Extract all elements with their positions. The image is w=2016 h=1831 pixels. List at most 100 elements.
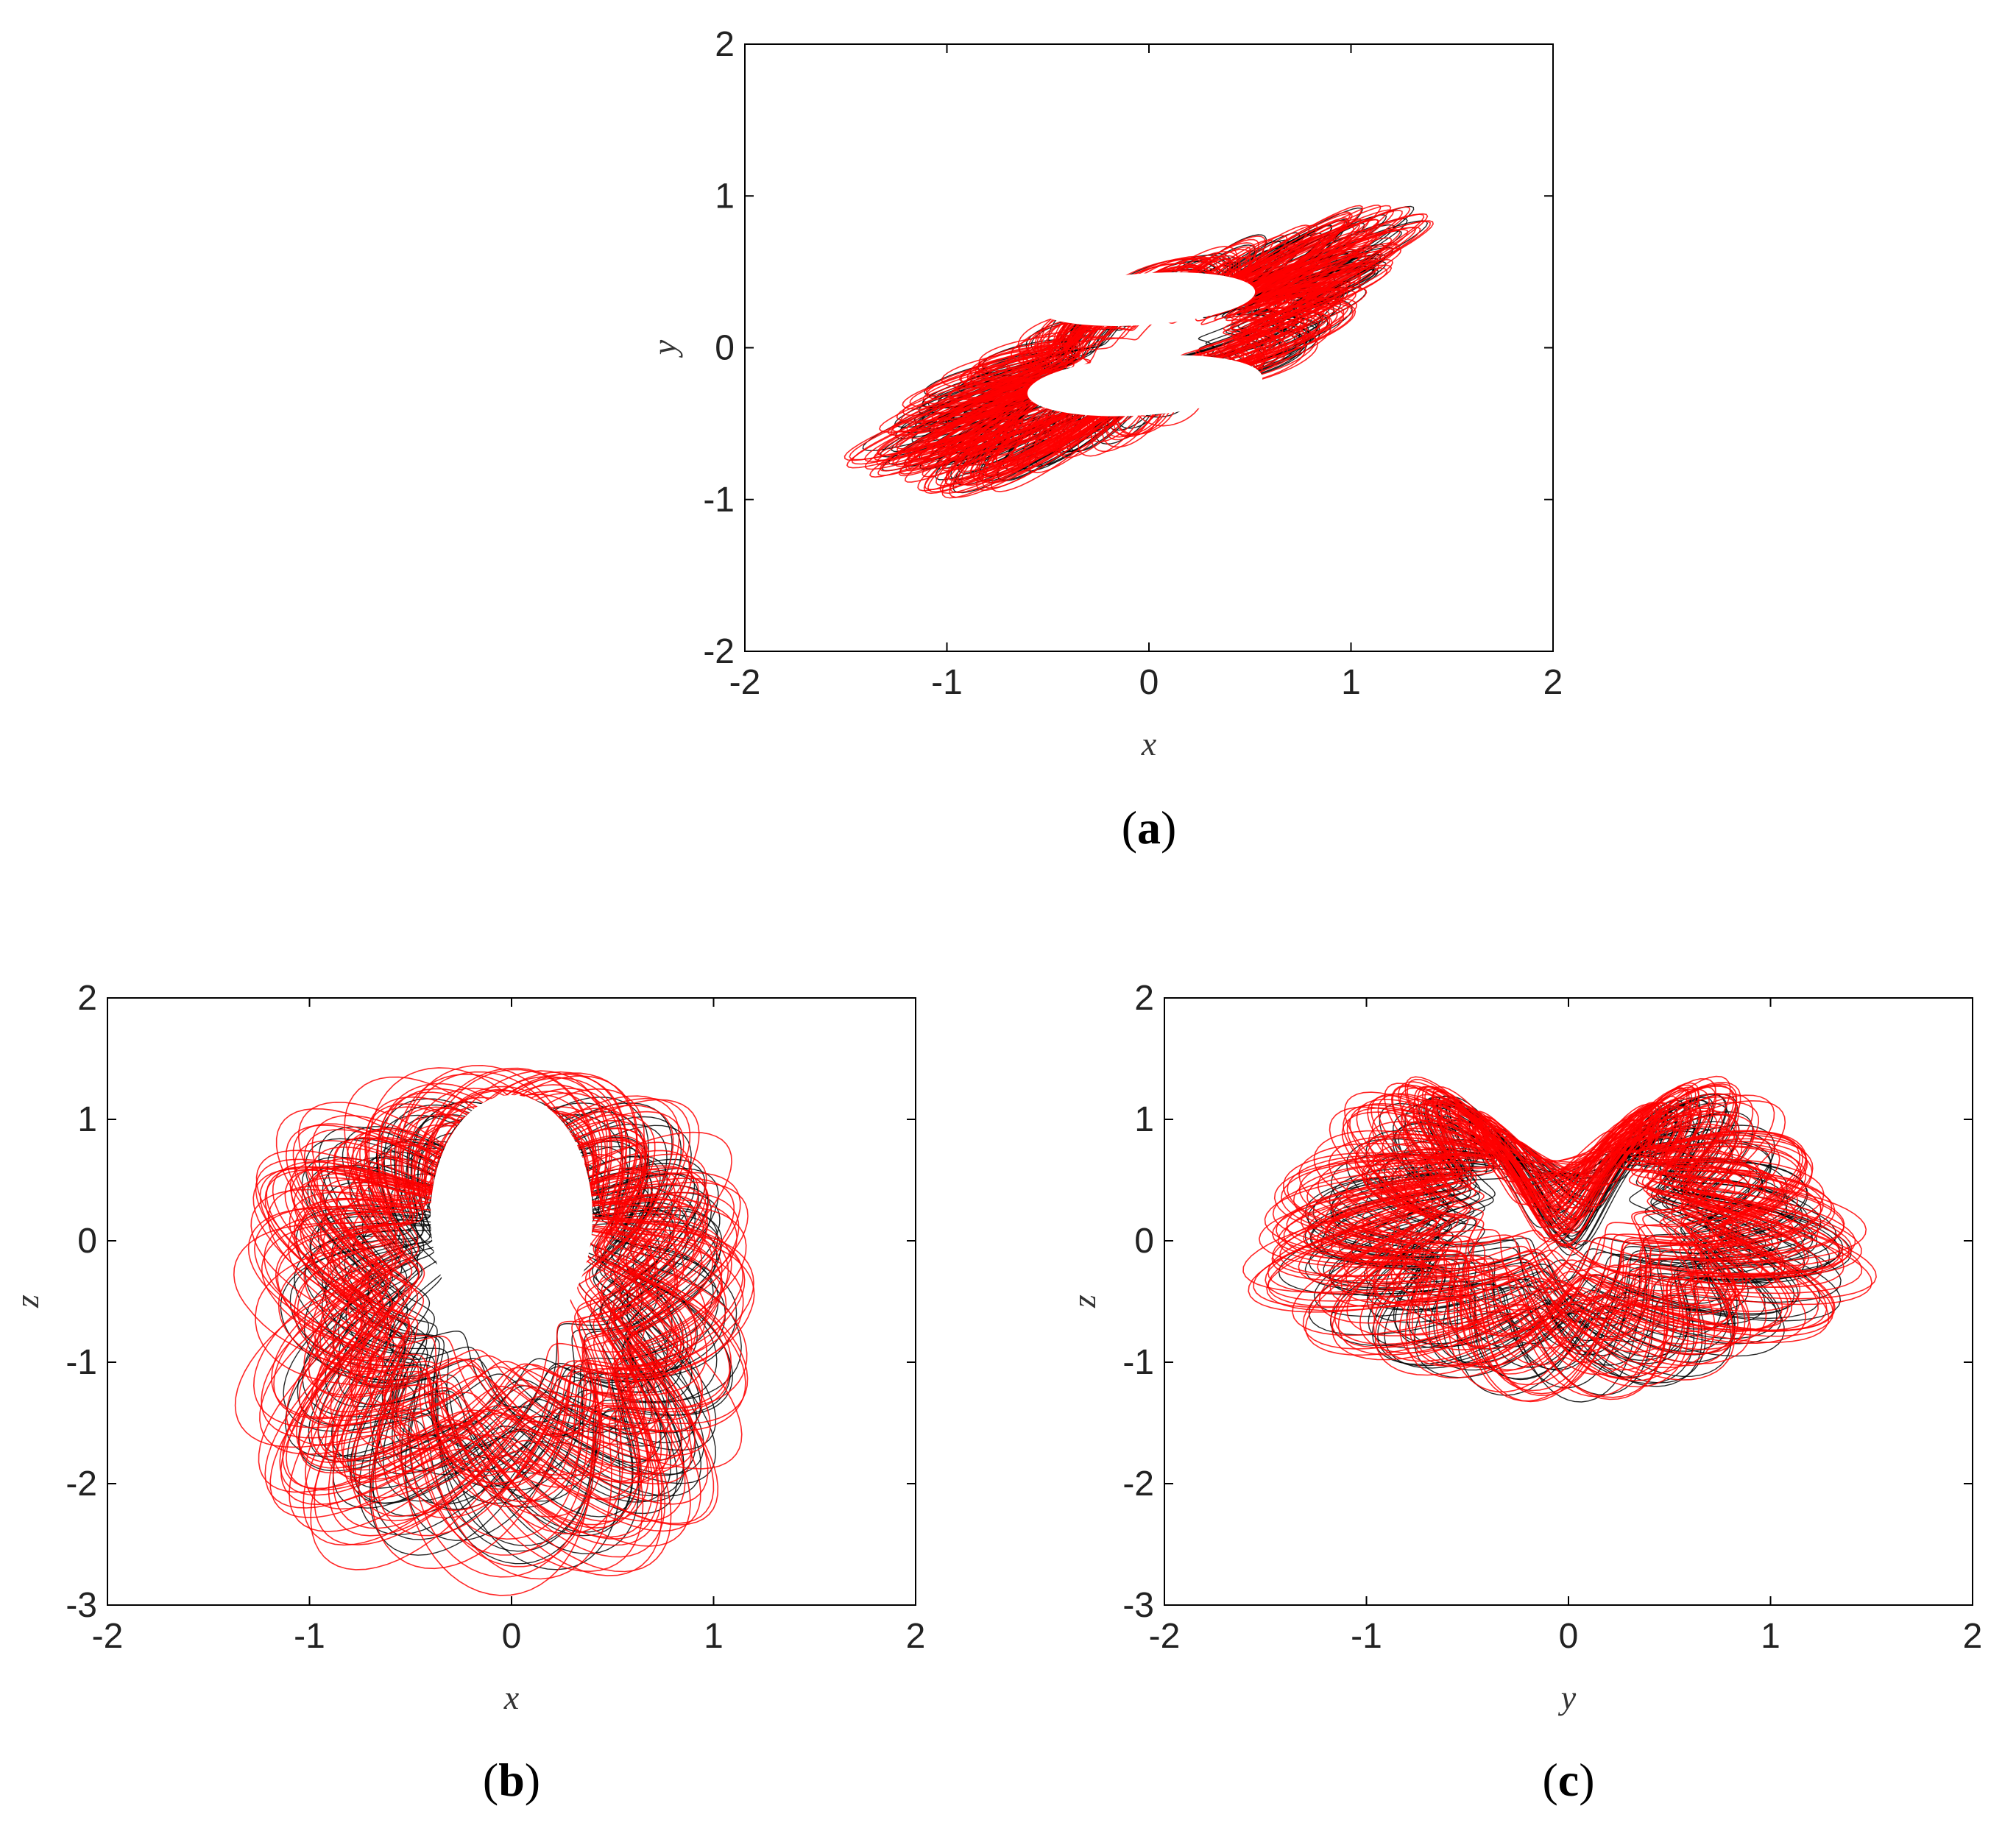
attractor-gap-a — [1027, 272, 1263, 417]
trajectory-red-b-65 — [322, 1105, 682, 1457]
trajectory-red-c-34 — [1396, 1118, 1708, 1276]
x-tick-label-c: -2 — [1149, 1617, 1181, 1656]
trajectory-red-c-60 — [1338, 1119, 1743, 1330]
trajectory-red-c-63 — [1361, 1112, 1736, 1307]
trajectory-red-c-67 — [1276, 1081, 1833, 1366]
trajectory-red-b-50 — [259, 1095, 748, 1580]
trajectory-red-c-56 — [1287, 1086, 1850, 1380]
trajectory-red-c-49 — [1438, 1133, 1703, 1272]
trajectory-red-b-21 — [255, 1076, 743, 1570]
trajectory-red-c-58 — [1412, 1127, 1742, 1302]
x-axis-label-c: y — [1558, 1679, 1577, 1716]
trajectory-red-b-25 — [300, 1088, 709, 1480]
x-tick-label-b: -1 — [294, 1617, 325, 1656]
trajectory-red-a-57 — [878, 224, 1402, 478]
y-tick-label-a: -2 — [703, 632, 735, 671]
trajectory-red-c-54 — [1303, 1099, 1784, 1350]
trajectory-red-c-53 — [1350, 1123, 1764, 1331]
trajectory-red-b-40 — [264, 1073, 735, 1537]
trajectory-red-c-68 — [1326, 1099, 1783, 1336]
trajectory-red-b-14 — [233, 1067, 741, 1570]
trajectory-red-b-47 — [312, 1128, 670, 1478]
trajectory-red-c-14 — [1298, 1109, 1801, 1366]
trajectory-red-b-66 — [294, 1106, 703, 1519]
trajectory-red-c-16 — [1394, 1116, 1733, 1290]
axes-frame-a — [744, 43, 1554, 652]
y-tick-label-b: 1 — [77, 1100, 97, 1139]
trajectory-red-b-27 — [316, 1137, 682, 1490]
trajectory-red-b-61 — [330, 1124, 643, 1441]
caption-a: (a) — [1122, 801, 1177, 854]
trajectory-red-b-63 — [266, 1075, 729, 1538]
trajectory-red-b-15 — [303, 1127, 693, 1507]
trajectory-red-b-52 — [291, 1092, 724, 1529]
y-tick-label-c: -1 — [1122, 1343, 1154, 1382]
x-tick-label-b: 0 — [502, 1617, 522, 1656]
trajectory-red-a-66 — [877, 206, 1411, 498]
trajectory-red-b-6 — [255, 1075, 744, 1573]
trajectory-red-b-53 — [277, 1091, 699, 1517]
x-tick-label-c: 2 — [1963, 1617, 1983, 1656]
trajectory-red-b-67 — [347, 1144, 646, 1437]
y-tick-label-a: -1 — [703, 481, 735, 520]
trajectory-red-a-68 — [899, 204, 1388, 492]
trajectory-red-c-10 — [1242, 1091, 1813, 1393]
attractor-gap-b — [431, 1095, 593, 1338]
trajectory-red-b-48 — [301, 1091, 714, 1501]
x-tick-label-a: 2 — [1543, 663, 1563, 702]
plot-area-b — [233, 1064, 755, 1596]
x-axis-label-b: x — [503, 1679, 520, 1716]
y-tick-label-b: -2 — [66, 1465, 97, 1504]
y-axis-label-a: y — [646, 339, 683, 358]
y-tick-label-a: 1 — [715, 177, 735, 216]
trajectory-red-c-64 — [1329, 1113, 1823, 1364]
y-tick-label-a: 0 — [715, 329, 735, 368]
trajectory-red-b-39 — [277, 1096, 711, 1537]
panel-a: -2 -1 0 1 2 -2 -1 0 1 2 x y (a) — [646, 25, 1563, 854]
y-tick-label-b: 2 — [77, 979, 97, 1018]
trajectory-red-c-27 — [1282, 1093, 1863, 1398]
trajectory-red-c-57 — [1253, 1104, 1830, 1402]
y-axis-label-c: z — [1065, 1295, 1103, 1308]
trajectory-red-b-32 — [310, 1112, 679, 1488]
y-tick-label-c: 1 — [1134, 1100, 1154, 1139]
trajectory-red-b-44 — [320, 1127, 675, 1473]
y-tick-label-c: 2 — [1134, 979, 1154, 1018]
x-tick-label-b: -2 — [92, 1617, 124, 1656]
trajectory-red-c-66 — [1418, 1127, 1739, 1298]
trajectory-red-b-64 — [272, 1073, 744, 1546]
ticks-a: -2 -1 0 1 2 -2 -1 0 1 2 — [703, 25, 1563, 702]
y-tick-label-c: -2 — [1122, 1465, 1154, 1504]
trajectory-red-c-69 — [1345, 1113, 1806, 1347]
x-tick-label-b: 2 — [906, 1617, 926, 1656]
y-tick-label-c: 0 — [1134, 1222, 1154, 1261]
trajectory-red-b-68 — [343, 1115, 666, 1426]
x-tick-label-a: 0 — [1139, 663, 1159, 702]
y-tick-label-c: -3 — [1122, 1586, 1154, 1625]
x-tick-label-c: 0 — [1559, 1617, 1579, 1656]
trajectory-red-b-30 — [331, 1125, 646, 1439]
caption-b: (b) — [483, 1754, 540, 1806]
trajectory-red-c-8 — [1267, 1099, 1819, 1386]
trajectory-red-c-17 — [1272, 1086, 1822, 1367]
trajectory-red-c-47 — [1248, 1106, 1834, 1403]
x-tick-label-a: -1 — [931, 663, 963, 702]
x-tick-label-c: -1 — [1351, 1617, 1382, 1656]
x-tick-label-a: 1 — [1341, 663, 1361, 702]
y-tick-label-b: -1 — [66, 1343, 97, 1382]
y-tick-label-b: 0 — [77, 1222, 97, 1261]
plot-area-c — [1242, 1075, 1877, 1403]
plot-area-a — [843, 204, 1434, 499]
y-tick-label-b: -3 — [66, 1586, 97, 1625]
trajectory-red-b-62 — [303, 1106, 682, 1490]
trajectory-red-c-12 — [1265, 1102, 1828, 1392]
caption-c: (c) — [1542, 1754, 1594, 1806]
trajectory-red-c-65 — [1384, 1112, 1759, 1307]
x-tick-label-b: 1 — [704, 1617, 724, 1656]
trajectory-red-b-42 — [301, 1101, 696, 1482]
